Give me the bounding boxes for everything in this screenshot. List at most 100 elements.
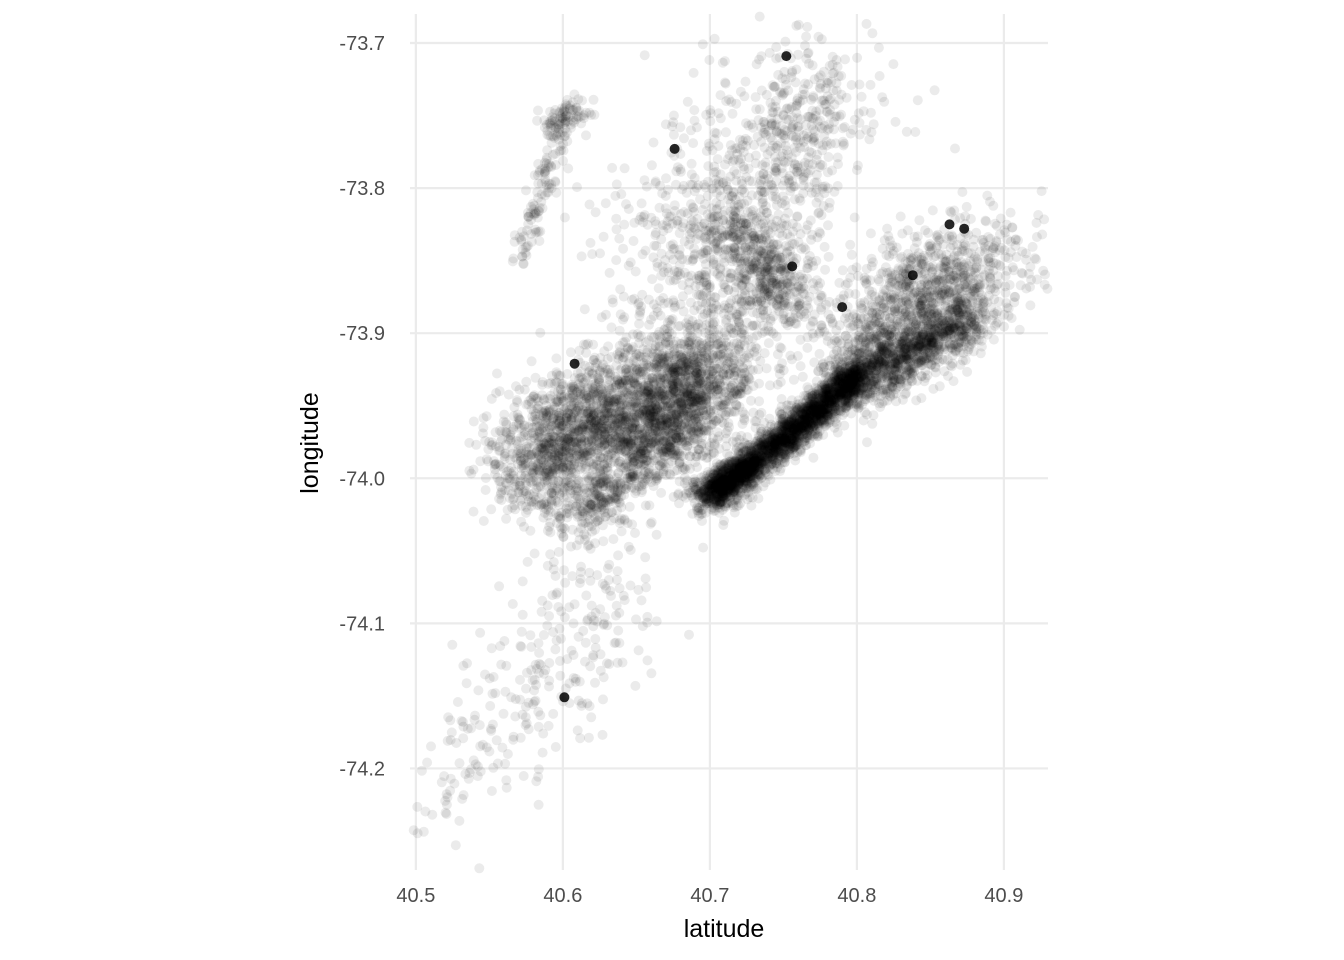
data-point [902,225,913,236]
data-point [793,419,804,430]
data-point [1000,271,1011,281]
data-point [882,395,893,406]
data-point [756,426,767,437]
data-point [941,249,952,260]
data-point [719,470,730,481]
data-point [759,440,770,451]
data-point [808,414,819,425]
data-point [742,460,753,471]
data-point [954,302,965,313]
data-point [811,391,822,402]
data-point [791,427,802,438]
data-point [972,298,983,308]
data-point [818,379,829,390]
data-point [720,492,731,503]
data-point [727,457,738,468]
data-point [719,515,729,526]
data-point [744,442,755,453]
data-point [957,187,968,197]
data-point [763,448,774,459]
data-point [975,348,986,359]
y-gridlines [410,41,1048,770]
data-point [825,406,835,416]
data-point [814,407,824,418]
data-point [754,464,765,475]
data-point [825,385,836,396]
data-point [1015,280,1026,291]
data-point [802,411,813,422]
data-point [860,391,871,402]
data-point [753,451,764,462]
data-point [733,478,744,489]
data-point [1014,324,1025,335]
data-point [962,366,973,377]
data-point [726,474,737,485]
data-point [706,489,717,500]
data-point [789,414,800,425]
data-point [856,390,867,400]
data-point [796,408,807,419]
data-point [771,434,782,445]
data-point [824,396,835,407]
data-point [795,446,805,456]
data-point [927,205,938,216]
data-point [767,431,778,442]
data-point [713,492,724,503]
data-point [776,429,787,440]
data-point [789,435,800,446]
data-point [741,471,752,481]
data-point [839,382,850,393]
data-point [838,367,849,378]
data-point [872,381,882,392]
data-point [729,495,740,506]
data-point [728,462,739,473]
data-point [704,483,715,494]
data-point [841,400,852,411]
data-point [759,464,770,475]
data-point [819,379,830,390]
data-point [749,455,760,466]
data-point [863,370,874,381]
data-point [867,418,878,429]
data-point [702,487,713,498]
data-point [944,274,955,285]
data-point [817,393,828,404]
data-point [777,439,788,450]
data-point [828,412,839,423]
data-point [959,238,970,249]
data-point [794,430,805,441]
data-point [952,246,963,257]
data-point [811,413,821,424]
data-point [848,386,859,397]
data-point [808,400,819,411]
data-point [713,502,723,513]
data-point [808,452,819,463]
data-point [855,314,866,324]
data-point [961,327,972,338]
data-point [847,390,858,401]
data-point [837,381,848,392]
data-point [733,464,744,475]
data-point [773,456,784,466]
data-point [840,383,851,393]
data-point [711,482,722,493]
data-point [827,400,838,411]
data-point [736,430,747,441]
data-point [813,388,824,399]
data-point [745,453,755,464]
data-point [769,438,780,449]
data-point [734,459,745,469]
data-point [794,415,805,425]
data-point [811,409,822,420]
data-point [872,307,882,318]
data-point [856,365,867,376]
data-point [830,393,841,404]
data-point [1000,281,1011,292]
data-point [719,480,730,491]
data-point [833,377,844,388]
data-point [716,487,727,498]
data-point [730,483,741,493]
data-point [890,325,900,336]
data-point [760,477,771,488]
data-point [779,433,790,444]
